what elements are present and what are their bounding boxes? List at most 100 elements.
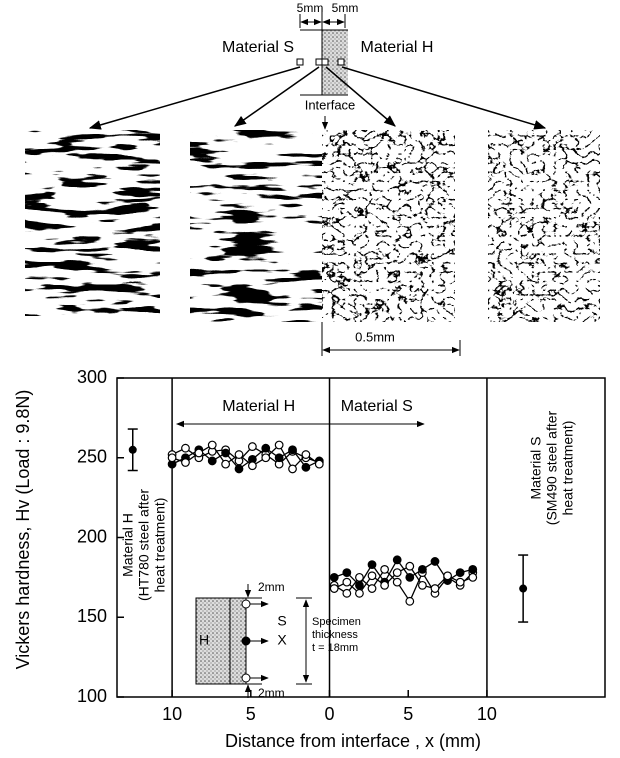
data-point [367,584,377,593]
data-point [247,442,257,451]
annotation: Material S [341,398,413,415]
x-tick-label: 10 [162,704,182,724]
plot-frame [116,377,606,698]
specimen-sketch [88,8,547,130]
data-point [167,453,177,463]
micrograph [488,130,600,322]
scale-bar-label: 0.5mm [355,329,395,344]
y-tick-label: 150 [77,606,107,626]
region-label: (HT780 steel after [136,489,152,601]
data-point [455,577,465,587]
data-point [443,571,452,581]
micrographs [25,130,600,322]
material-label: Material S [222,39,294,56]
inset-label: t = 18mm [312,642,358,654]
data-point [455,568,465,577]
data-point [329,584,339,593]
data-point [221,459,231,469]
data-point [234,464,244,474]
dimension-label: 5mm [332,1,359,15]
data-point [392,568,402,577]
data-point [288,464,297,474]
inset-marker [241,599,251,609]
interface-label: Interface [305,97,356,112]
inset-label: X [277,632,287,648]
reference-point [128,445,137,454]
data-point [221,448,231,458]
region-label: Material S [528,436,544,499]
micrograph [322,130,455,322]
data-point [468,572,478,582]
data-point [329,572,339,582]
micrograph [190,130,322,322]
dimension-label: 5mm [297,1,324,15]
data-point [367,560,377,570]
inset-label: 2mm [258,580,285,594]
data-point [261,453,271,463]
data-point [342,577,352,587]
x-tick-label: 5 [403,704,413,724]
data-point [405,572,415,582]
data-point [417,565,427,574]
data-point [392,555,402,565]
data-point [380,565,390,574]
data-point [314,459,324,469]
data-point [261,443,271,453]
data-point [301,450,311,459]
inset-label: 2mm [258,686,285,700]
data-point [405,561,415,571]
y-tick-label: 200 [77,526,107,546]
data-point [274,453,284,463]
y-tick-label: 100 [77,686,107,706]
data-point [288,445,297,455]
inset-label: H [199,632,209,648]
region-label: (SM490 steel after [544,410,560,525]
plot: 100 150 200 250 300 10 5 0 5 10 Distance from inte… [13,367,606,751]
data-point [234,450,244,459]
data-point [274,440,284,450]
data-point [367,571,377,581]
data-point [380,580,390,590]
inset-label: Specimen [312,616,361,628]
y-tick-label: 250 [77,447,107,467]
data-point [181,458,190,467]
x-axis-label: Distance from interface , x (mm) [225,731,481,751]
annotation: Material H [222,398,295,415]
reference-point [519,584,528,593]
data-point [194,448,204,458]
data-point [207,440,217,450]
data-point [430,584,440,593]
region-label: Material H [120,513,136,577]
scale-bar [321,322,461,356]
data-point [247,461,257,471]
data-point [468,565,478,574]
material-label: Material H [361,39,434,56]
region-label: heat treatment) [560,421,576,516]
series-line [171,443,473,595]
x-tick-label: 5 [246,704,256,724]
x-tick-label: 0 [325,704,335,724]
y-axis-label: Vickers hardness, Hv (Load : 9.8N) [13,390,33,670]
data-point [342,568,352,577]
inset-label: S [277,613,286,629]
inset-marker [241,673,251,683]
data-point [301,462,311,472]
x-tick-label: 10 [477,704,497,724]
data-point [417,580,427,590]
data-point [355,588,364,598]
data-point [392,577,402,587]
series-line [171,445,474,603]
inset-label: thickness [312,629,358,641]
data-point [405,596,415,606]
data-point [342,588,352,598]
y-tick-label: 300 [77,367,107,387]
micrograph [25,130,160,316]
region-label: heat treatment) [152,498,168,593]
series-line [171,447,473,587]
data-point [207,456,217,466]
data-point [430,557,440,566]
data-point [181,443,190,453]
inset-marker [241,636,251,646]
